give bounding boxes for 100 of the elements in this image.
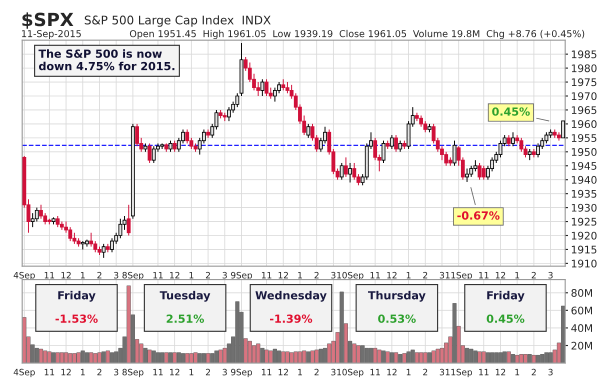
x-tick-label: 12 [61,272,71,278]
y-tick-label: 1920 [572,232,597,240]
x-tick-label: 12 [496,272,506,278]
candlestick [93,240,98,253]
chart-title: $SPX [22,12,74,29]
chart-subtitle: S&P 500 Large Cap Index INDX [84,15,271,27]
bar [540,354,544,364]
bar [373,348,378,364]
bar [306,351,310,364]
bar [310,350,315,364]
x-tick-label: 11Sep [446,368,472,378]
x-tick-label: 11 [479,368,489,376]
y-tick-label: 1950 [572,148,597,156]
bar [544,352,548,364]
x-tick-label: 3 [222,368,227,376]
x-tick-label: 3 [222,272,227,279]
bar [89,352,94,364]
x-tick-label: 2 [97,272,102,278]
bar [97,352,102,364]
annotation: 2.51% [166,314,204,323]
bar [51,352,56,364]
x-tick-label: 3 [548,368,553,376]
y-tick-label: 1935 [572,190,596,198]
x-tick-label: 12 [387,272,397,278]
x-tick-label: 11 [479,272,489,278]
x-tick-label: 3 [114,368,118,376]
candlestick [478,162,482,180]
candlestick [185,129,190,144]
bar [302,350,306,364]
y-tick-label: 1985 [572,50,596,58]
bar [498,352,503,364]
y-tick-label: 1915 [572,246,596,254]
bar [272,348,277,364]
bar [423,352,428,364]
candlestick [172,140,177,152]
x-tick-label: 10Sep [337,272,364,280]
candlestick [373,137,378,161]
bar [398,354,402,364]
bar [482,351,486,364]
x-tick-label: 1 [406,368,411,376]
x-tick-label: 12 [496,368,506,376]
candlestick [264,78,268,96]
x-tick-label: 9Sep [231,272,252,280]
x-tick-label: 1 [515,368,520,376]
x-tick-label: 2 [423,272,428,278]
candlestick [344,156,348,178]
bar [180,353,186,364]
x-tick-label: 1 [515,272,520,278]
bar [185,353,190,364]
annotation: -1.53% [56,314,98,323]
y-tick-label: 1960 [572,120,597,128]
annotation: 0.53% [378,314,416,323]
x-tick-label: 11 [370,272,380,278]
annotation: Thursday [368,290,426,302]
bar [402,353,406,364]
x-tick-label: 12 [278,368,288,376]
bar [364,348,369,364]
bar [235,301,240,364]
bar [360,345,365,364]
x-tick-label: 12 [170,272,180,278]
candlestick [419,115,424,128]
x-tick-label: 3 [548,272,553,279]
bar [56,352,60,364]
x-tick-label: 2 [206,368,210,376]
candlestick [89,232,94,248]
bar [464,348,470,364]
text: 11-Sep-2015 [22,30,81,40]
bar [210,353,214,364]
bar [222,348,227,364]
bar [506,351,511,364]
bar [340,292,344,364]
x-tick-label: 11Sep [446,272,472,280]
bar [38,348,44,364]
bar [268,350,273,364]
x-tick-label: 3 [331,368,336,376]
bar [252,345,256,364]
bar [528,354,532,364]
bar [377,350,382,364]
x-tick-label: 2 [532,272,536,278]
bar [294,351,298,364]
bar [318,348,323,364]
bar [126,286,131,364]
bar [469,348,474,364]
bar [298,351,302,364]
bar [218,350,223,364]
candlestick [43,212,48,225]
bar [486,352,490,364]
bar [427,352,432,364]
bar [515,354,520,364]
bar [368,348,374,364]
bar [102,351,106,364]
bar [198,353,202,364]
text: Open 1951.45 High 1961.05 Low 1939.19 Close 1961.05 Volume 19.8M Chg +8.76 (+0.45%) [130,30,584,40]
bar [214,350,218,364]
bar [432,350,436,364]
annotation: Friday [58,290,96,302]
y-tick-label: 1980 [572,64,597,72]
annotation: -1.39% [270,314,312,323]
bar [290,352,294,364]
y-tick-label: 1965 [572,106,596,114]
